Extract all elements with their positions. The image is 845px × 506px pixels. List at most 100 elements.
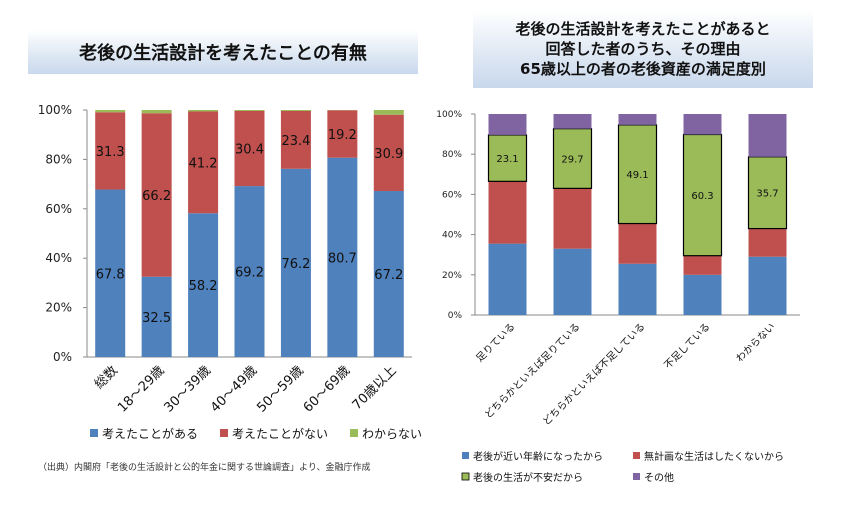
right-y-tick-label: 60% xyxy=(442,190,462,200)
right-y-tick-label: 0% xyxy=(448,311,463,321)
right-x-tick-label: わからない xyxy=(734,321,778,365)
left-bar-segment xyxy=(141,110,172,114)
left-data-label: 19.2 xyxy=(328,128,357,143)
right-bar-segment xyxy=(553,248,592,315)
left-bar-segment xyxy=(280,110,311,169)
left-bar-segment xyxy=(373,191,404,357)
left-y-tick-label: 60% xyxy=(45,202,72,216)
right-y-tick-label: 20% xyxy=(442,271,462,281)
left-bar-segment xyxy=(234,186,265,357)
right-x-tick-label: 不足している xyxy=(662,321,713,372)
right-chart-title-line-2: 回答した者のうち、その理由 xyxy=(545,40,741,58)
right-bar-segment xyxy=(748,256,787,315)
right-bar-segment xyxy=(747,156,788,230)
right-data-label: 23.1 xyxy=(496,154,518,165)
left-x-tick-label: 70歳以上 xyxy=(350,363,400,413)
left-x-tick-label: 40～49歳 xyxy=(208,363,260,415)
right-bar-segment xyxy=(488,243,527,315)
right-bar-segment xyxy=(748,228,787,257)
left-legend-label: 考えたことがある xyxy=(102,426,198,441)
right-x-tick-label: どちらかといえば不足している xyxy=(540,321,647,428)
left-legend-label: わからない xyxy=(362,427,422,441)
left-x-tick-label: 30～39歳 xyxy=(162,363,214,415)
right-legend-swatch xyxy=(633,452,640,459)
left-data-label: 58.2 xyxy=(189,279,218,294)
right-data-label: 35.7 xyxy=(756,189,778,200)
left-legend-swatch xyxy=(220,429,228,437)
left-data-label: 76.2 xyxy=(281,257,310,272)
right-bar-segment xyxy=(748,114,787,157)
right-chart-title-line-3: 65歳以上の者の老後資産の満足度別 xyxy=(520,60,766,78)
left-y-tick-label: 0% xyxy=(53,350,72,364)
left-bar-segment xyxy=(280,168,311,357)
left-data-label: 31.3 xyxy=(96,145,125,160)
right-y-tick-label: 40% xyxy=(442,231,462,241)
left-data-label: 23.4 xyxy=(281,134,310,149)
left-bar-segment xyxy=(280,110,311,111)
right-bar-segment xyxy=(553,188,592,249)
right-bar-segment xyxy=(553,114,592,129)
left-bar-segment xyxy=(95,112,126,190)
left-bar-segment xyxy=(327,110,358,158)
left-bar-segment xyxy=(141,113,172,277)
source-note: （出典）内閣府「老後の生活設計と公的年金に関する世論調査」より、金融庁作成 xyxy=(38,463,371,473)
left-x-tick-label: 50～59歳 xyxy=(254,363,306,415)
right-legend-label: 老後が近い年齢になったから xyxy=(473,450,603,463)
right-legend-label: 老後の生活が不安だから xyxy=(473,471,583,484)
left-y-tick-label: 40% xyxy=(45,251,72,265)
left-bar-segment xyxy=(95,110,126,113)
right-bar-segment xyxy=(618,223,657,264)
right-y-tick-label: 80% xyxy=(442,150,462,160)
left-data-label: 67.2 xyxy=(374,268,403,283)
left-bar-segment xyxy=(234,110,265,111)
left-bar-segment xyxy=(188,110,219,112)
right-bar-segment xyxy=(618,114,657,125)
right-legend-swatch xyxy=(633,473,640,480)
right-bar-segment xyxy=(487,134,528,182)
left-legend-swatch xyxy=(350,429,358,437)
left-data-label: 67.8 xyxy=(96,267,125,282)
right-bar-segment xyxy=(488,181,527,244)
left-x-tick-label: 総数 xyxy=(92,363,121,392)
left-legend-label: 考えたことがない xyxy=(232,426,328,441)
left-bar-segment xyxy=(188,213,219,357)
right-data-label: 49.1 xyxy=(626,170,648,181)
left-y-tick-label: 20% xyxy=(45,301,72,315)
right-bar-segment xyxy=(683,255,722,275)
right-legend-label: 無計画な生活はしたくないから xyxy=(644,450,784,463)
right-legend-label: その他 xyxy=(644,471,674,484)
left-bar-segment xyxy=(373,110,404,115)
right-legend-swatch xyxy=(462,452,469,459)
right-chart-title-line-1: 老後の生活設計を考えたことがあると xyxy=(515,20,771,38)
left-x-tick-label: 18～29歳 xyxy=(115,363,167,415)
left-bar-segment xyxy=(234,110,265,187)
left-data-label: 80.7 xyxy=(328,251,357,266)
right-chart-title: 老後の生活設計を考えたことがあると 回答した者のうち、その理由 65歳以上の者の… xyxy=(473,10,813,88)
right-y-tick-label: 100% xyxy=(436,110,462,120)
right-data-label: 29.7 xyxy=(561,155,583,166)
right-bar-segment xyxy=(488,114,527,135)
left-chart-title: 老後の生活設計を考えたことの有無 xyxy=(28,30,418,74)
left-x-tick-label: 60～69歳 xyxy=(301,363,353,415)
left-bar-segment xyxy=(141,276,172,357)
left-bar-segment xyxy=(95,189,126,357)
left-y-tick-label: 80% xyxy=(45,152,72,166)
left-bar-segment xyxy=(373,114,404,192)
right-bar-segment xyxy=(617,124,658,225)
left-bar-segment xyxy=(327,157,358,357)
left-bar-segment xyxy=(188,111,219,214)
right-bar-segment xyxy=(683,274,722,315)
right-data-label: 60.3 xyxy=(691,191,713,202)
left-data-label: 32.5 xyxy=(142,311,171,326)
right-bar-segment xyxy=(683,114,722,135)
right-x-tick-label: 足りている xyxy=(474,321,518,365)
left-y-tick-label: 100% xyxy=(38,103,72,117)
right-legend-swatch xyxy=(461,472,470,481)
right-bar-segment xyxy=(682,133,723,257)
left-data-label: 30.4 xyxy=(235,143,264,158)
right-bar-segment xyxy=(618,263,657,315)
left-legend-swatch xyxy=(90,429,98,437)
left-data-label: 30.9 xyxy=(374,147,403,162)
left-data-label: 66.2 xyxy=(142,189,171,204)
